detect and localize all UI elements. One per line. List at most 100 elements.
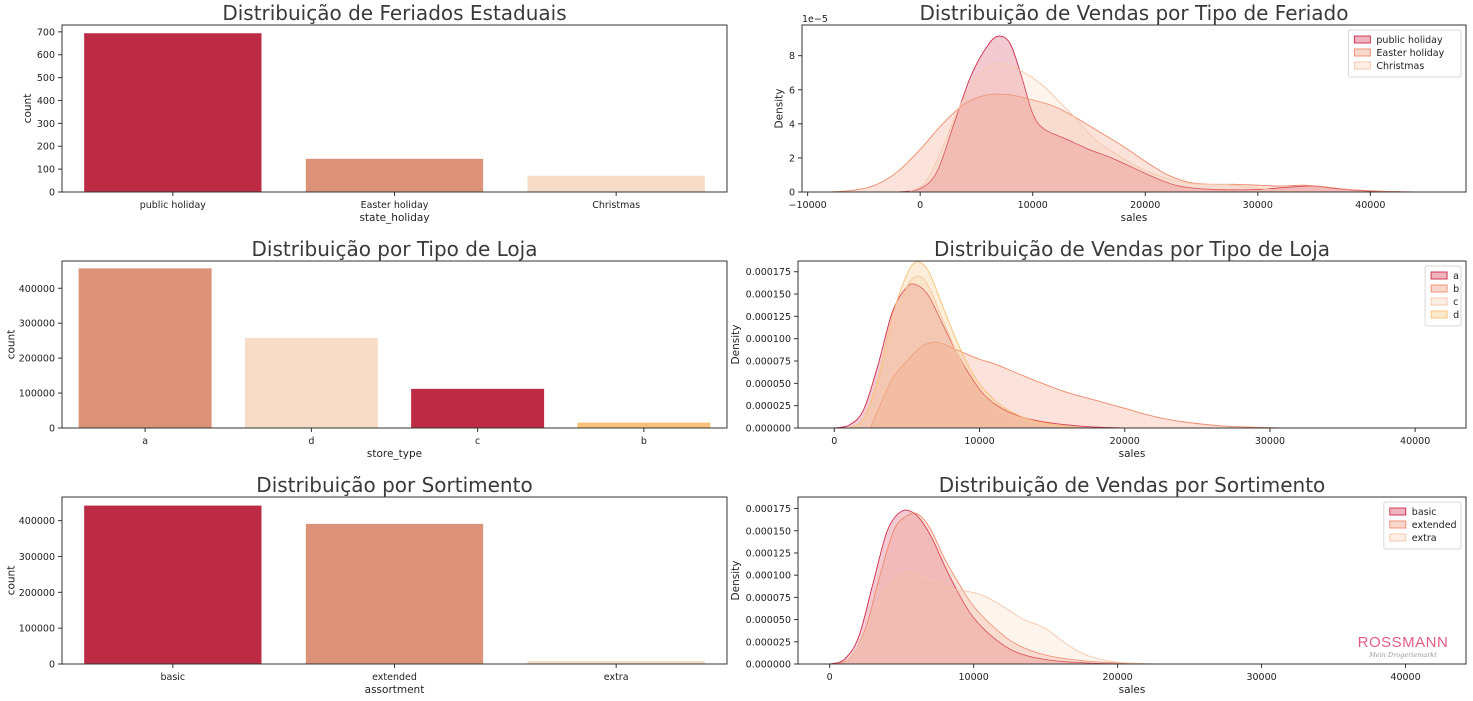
y-axis-label: Density — [730, 325, 742, 365]
axis-offset-text: 1e−5 — [802, 14, 828, 25]
brand-tagline: Mein Drogeriemarkt — [1368, 651, 1437, 659]
x-tick-label: 30000 — [1243, 200, 1273, 211]
x-axis-label: sales — [1119, 448, 1146, 460]
bar-basic — [84, 505, 262, 664]
x-axis-label: sales — [1121, 212, 1148, 224]
y-tick-label: 0.000075 — [746, 593, 791, 604]
x-tick-label: d — [308, 436, 314, 447]
axes-frame — [797, 260, 1467, 429]
chart-title: Distribuição de Vendas por Sortimento — [939, 473, 1326, 497]
axes-frame — [797, 496, 1467, 665]
legend-swatch — [1353, 35, 1371, 44]
chart-title: Distribuição por Sortimento — [256, 473, 532, 497]
density-d — [847, 261, 1082, 429]
y-tick-label: 0.000175 — [746, 504, 791, 515]
y-axis-label: Density — [730, 561, 742, 601]
y-tick-label: 2 — [789, 153, 795, 164]
y-tick-label: 600 — [37, 50, 55, 61]
bar-b — [577, 422, 711, 428]
brand-logo-text: ROSSMANN — [1358, 634, 1449, 651]
legend-swatch — [1389, 520, 1407, 529]
axes-frame — [61, 24, 728, 193]
x-tick-label: b — [641, 436, 647, 447]
x-axis-label: store_type — [367, 448, 422, 460]
legend-box — [1347, 29, 1462, 78]
y-tick-label: 300000 — [19, 319, 55, 330]
bar-christmas — [527, 175, 705, 192]
axes-frame — [61, 496, 728, 665]
x-tick-label: 20000 — [1110, 436, 1140, 447]
legend-label-extended: extended — [1412, 520, 1457, 531]
chart-c2: −10000 0 10000 20000 30000 40000024681e−5publ… — [773, 1, 1467, 224]
x-tick-label: −10000 — [789, 200, 827, 211]
y-tick-label: 700 — [37, 27, 55, 38]
axes-frame — [801, 24, 1467, 193]
y-axis-label: count — [5, 330, 17, 360]
legend-label-b: b — [1453, 284, 1459, 295]
y-tick-label: 100000 — [19, 389, 55, 400]
y-tick-label: 0.000025 — [746, 401, 791, 412]
density-c — [847, 275, 1082, 429]
rossmann-logo: ROSSMANN Mein Drogeriemarkt — [1358, 634, 1449, 659]
legend-label-basic: basic — [1412, 507, 1437, 518]
legend-label-a: a — [1453, 271, 1459, 282]
y-tick-label: 200000 — [19, 354, 55, 365]
legend-label-c: c — [1453, 297, 1458, 308]
x-tick-label: 10000 — [959, 672, 989, 683]
x-tick-label: 10000 — [1018, 200, 1048, 211]
charts-layer: public holiday Easter holiday Christmas 0 10… — [5, 1, 1467, 696]
x-tick-label: 40000 — [1355, 200, 1385, 211]
y-tick-label: 400000 — [19, 516, 55, 527]
y-tick-label: 300 — [37, 119, 55, 130]
y-tick-label: 0 — [49, 188, 55, 199]
y-tick-label: 8 — [789, 51, 795, 62]
legend-swatch — [1430, 310, 1448, 319]
y-tick-label: 400000 — [19, 284, 55, 295]
legend-swatch — [1389, 533, 1407, 542]
legend-swatch — [1430, 271, 1448, 280]
legend: public holiday Easter holiday Christmas — [1347, 29, 1462, 78]
chart-title: Distribuição por Tipo de Loja — [252, 237, 538, 261]
y-tick-label: 0.000075 — [746, 357, 791, 368]
y-axis-label: Density — [773, 89, 785, 129]
bar-extra — [527, 660, 705, 664]
x-tick-label: 30000 — [1246, 672, 1276, 683]
x-tick-label: 10000 — [964, 436, 994, 447]
density-easter-holiday — [830, 93, 1416, 193]
y-tick-label: 0 — [49, 424, 55, 435]
y-axis-label: count — [5, 566, 17, 596]
legend-label-extra: extra — [1412, 533, 1437, 544]
y-tick-label: 0.000000 — [746, 424, 791, 435]
x-tick-label: 40000 — [1400, 436, 1430, 447]
legend-swatch — [1353, 61, 1371, 70]
legend-label-d: d — [1453, 310, 1459, 321]
legend-swatch — [1430, 297, 1448, 306]
x-axis-label: assortment — [365, 684, 425, 696]
chart-title: Distribuição de Feriados Estaduais — [222, 1, 566, 25]
chart-c1: public holiday Easter holiday Christmas 0 10… — [22, 1, 728, 224]
x-tick-label: 0 — [831, 436, 837, 447]
y-tick-label: 4 — [789, 119, 795, 130]
chart-c6: 0 10000 20000 30000 40000 0.000000 0.000025 0.0… — [730, 473, 1467, 696]
y-tick-label: 300000 — [19, 552, 55, 563]
x-tick-label: Christmas — [592, 200, 640, 211]
x-tick-label: extra — [604, 672, 629, 683]
y-tick-label: 0.000150 — [746, 290, 791, 301]
density-basic — [829, 509, 1133, 665]
y-tick-label: 0.000175 — [746, 267, 791, 278]
legend-swatch — [1389, 507, 1407, 516]
density-extended — [836, 512, 1147, 665]
legend-swatch — [1353, 48, 1371, 57]
legend: basic extended extra — [1383, 501, 1462, 550]
y-tick-label: 0.000025 — [746, 637, 791, 648]
y-tick-label: 400 — [37, 96, 55, 107]
y-tick-label: 100 — [37, 165, 55, 176]
y-tick-label: 200 — [37, 142, 55, 153]
y-tick-label: 0.000125 — [746, 312, 791, 323]
x-tick-label: 30000 — [1255, 436, 1285, 447]
bar-a — [78, 268, 212, 428]
x-tick-label: 0 — [827, 672, 833, 683]
legend-swatch — [1430, 284, 1448, 293]
